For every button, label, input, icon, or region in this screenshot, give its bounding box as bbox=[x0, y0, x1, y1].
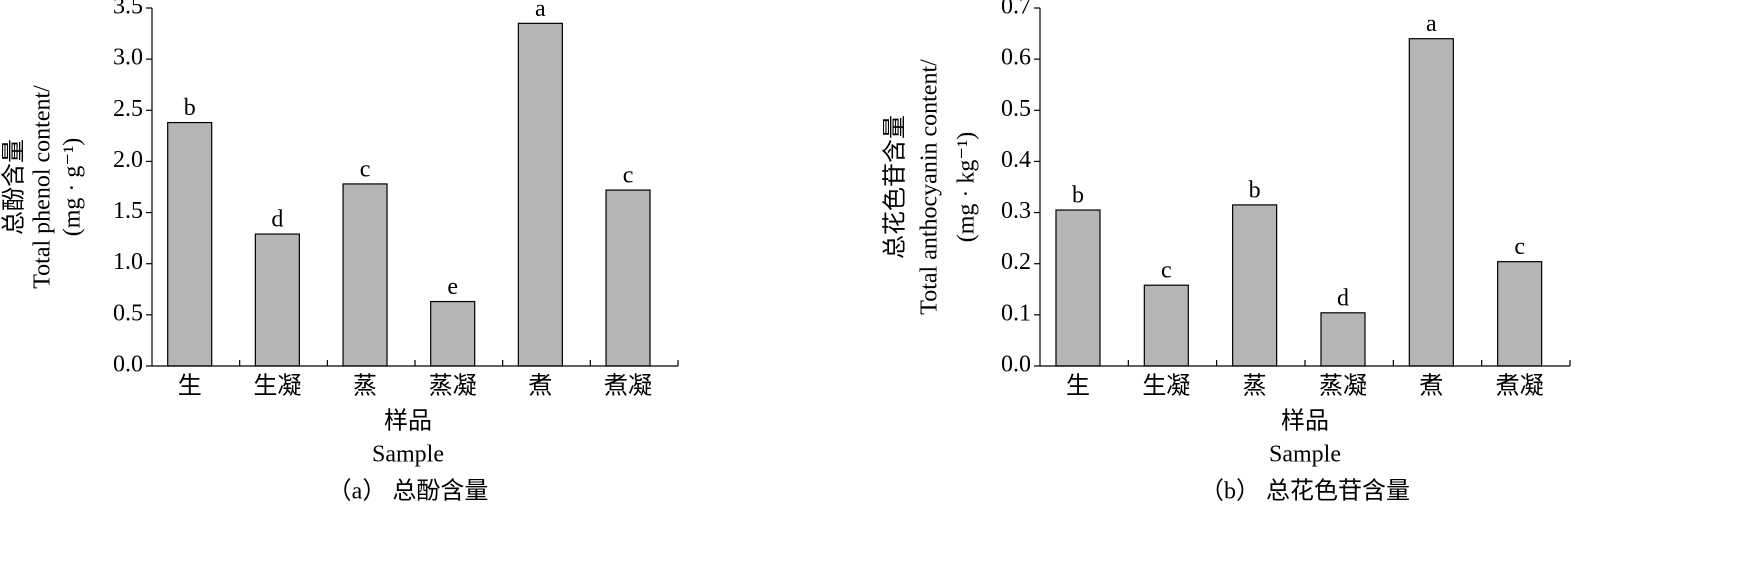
bar bbox=[167, 121, 213, 367]
x-tick-label: 蒸凝 bbox=[429, 373, 477, 400]
y-tick-label: 0.5 bbox=[113, 300, 143, 326]
y-tick-label: 0.3 bbox=[1001, 198, 1031, 224]
x-axis-label: 样品 bbox=[1281, 408, 1329, 435]
bar-annotation: c bbox=[1514, 234, 1525, 260]
bar-annotation: d bbox=[271, 207, 283, 233]
x-tick-label: 蒸凝 bbox=[1319, 373, 1367, 400]
y-axis-label: 总酚含量 bbox=[1, 139, 28, 235]
x-tick-label: 煮凝 bbox=[604, 373, 652, 400]
bar bbox=[1408, 38, 1454, 367]
y-tick-label: 0.0 bbox=[113, 352, 143, 378]
y-tick-label: 0.5 bbox=[1001, 96, 1031, 122]
bar-annotation: e bbox=[447, 274, 458, 300]
y-axis-label: Total phenol content/ bbox=[30, 85, 56, 289]
x-tick-label: 生凝 bbox=[1142, 373, 1190, 400]
bar-annotation: a bbox=[535, 0, 546, 22]
x-tick-label: 生凝 bbox=[253, 373, 301, 400]
bar-annotation: b bbox=[184, 95, 196, 121]
bar bbox=[254, 233, 300, 367]
x-tick-label: 蒸 bbox=[353, 373, 377, 400]
bar bbox=[430, 300, 476, 367]
bar bbox=[517, 22, 563, 367]
x-tick-label: 煮 bbox=[1419, 373, 1443, 400]
bar bbox=[1143, 284, 1189, 367]
x-tick-label: 蒸 bbox=[1243, 373, 1267, 400]
bar bbox=[1232, 204, 1278, 367]
bar-annotation: b bbox=[1072, 183, 1084, 209]
y-tick-label: 0.0 bbox=[1001, 352, 1031, 378]
caption: （b） 总花色苷含量 bbox=[1200, 478, 1410, 505]
bar-annotation: d bbox=[1337, 285, 1349, 311]
x-tick-label: 生 bbox=[178, 373, 202, 400]
y-axis-label: Total anthocyanin content/ bbox=[917, 59, 943, 315]
y-tick-label: 0.4 bbox=[1001, 147, 1031, 173]
x-axis-label: Sample bbox=[1269, 442, 1341, 468]
bar bbox=[1055, 209, 1101, 367]
y-tick-label: 0.7 bbox=[1001, 0, 1031, 20]
caption: （a） 总酚含量 bbox=[328, 478, 489, 505]
y-axis-label: (mg · kg⁻¹) bbox=[954, 132, 980, 243]
bar-annotation: c bbox=[360, 156, 371, 182]
bar bbox=[1320, 312, 1366, 367]
y-tick-label: 3.0 bbox=[113, 45, 143, 71]
y-tick-label: 0.1 bbox=[1001, 300, 1031, 326]
y-tick-label: 2.0 bbox=[113, 147, 143, 173]
bar-annotation: b bbox=[1249, 177, 1261, 203]
bar-annotation: c bbox=[623, 163, 634, 189]
x-axis-label: 样品 bbox=[384, 408, 432, 435]
x-tick-label: 生 bbox=[1066, 373, 1090, 400]
y-axis-label: (mg · g⁻¹) bbox=[60, 138, 86, 237]
y-tick-label: 3.5 bbox=[113, 0, 143, 20]
x-axis-label: Sample bbox=[372, 442, 444, 468]
y-axis-label: 总花色苷含量 bbox=[882, 115, 909, 259]
y-tick-label: 0.6 bbox=[1001, 45, 1031, 71]
y-tick-label: 1.5 bbox=[113, 198, 143, 224]
y-tick-label: 0.2 bbox=[1001, 249, 1031, 275]
bar bbox=[605, 189, 651, 367]
bar-annotation: c bbox=[1161, 258, 1172, 284]
bar bbox=[342, 183, 388, 367]
bar-annotation: a bbox=[1426, 11, 1437, 37]
x-tick-label: 煮 bbox=[528, 373, 552, 400]
x-tick-label: 煮凝 bbox=[1496, 373, 1544, 400]
bar bbox=[1497, 261, 1543, 367]
y-tick-label: 1.0 bbox=[113, 249, 143, 275]
y-tick-label: 2.5 bbox=[113, 96, 143, 122]
